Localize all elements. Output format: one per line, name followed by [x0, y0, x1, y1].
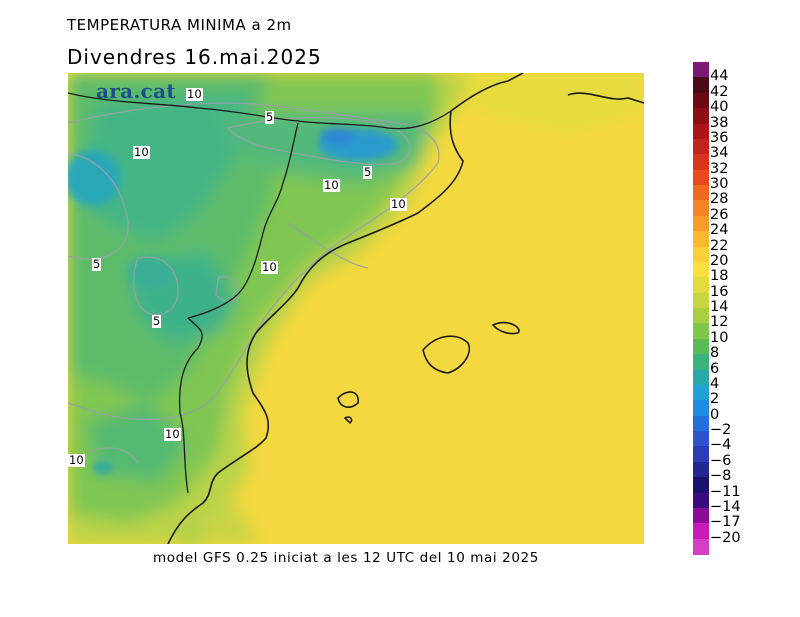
contour-label: 5 — [265, 110, 275, 124]
colorbar-segment — [693, 277, 709, 294]
colorbar-label: 24 — [710, 222, 729, 239]
colorbar-segment — [693, 62, 709, 78]
colorbar-label: 6 — [710, 360, 720, 377]
colorbar-segment — [693, 123, 709, 140]
colorbar-label: 10 — [710, 329, 729, 346]
colorbar-segment — [693, 92, 709, 109]
colorbar-label: −20 — [710, 529, 741, 546]
colorbar-segment — [693, 384, 709, 401]
colorbar-segment — [693, 446, 709, 463]
colorbar-label: −11 — [710, 483, 741, 500]
colorbar-label: −17 — [710, 514, 741, 531]
contour-label: 10 — [186, 87, 203, 101]
colorbar-segment — [693, 185, 709, 201]
colorbar-label: −4 — [710, 437, 732, 454]
colorbar-label: 26 — [710, 206, 729, 223]
colorbar-label: −2 — [710, 422, 732, 438]
temperature-map: ara.cat 10 5 10 5 10 10 5 10 5 10 10 — [68, 73, 644, 544]
contour-label: 10 — [68, 453, 85, 467]
colorbar-segment — [693, 431, 709, 447]
colorbar-segment — [693, 215, 709, 232]
colorbar-segment — [693, 308, 709, 324]
colorbar-segment — [693, 292, 709, 309]
arac-cat-logo: ara.cat — [96, 79, 176, 103]
colorbar-label: −8 — [710, 468, 732, 485]
colorbar-segment — [693, 246, 709, 263]
colorbar-segment — [693, 492, 709, 509]
colorbar-label: 14 — [710, 299, 729, 315]
colorbar-label: 44 — [710, 68, 729, 85]
colorbar-segment — [693, 354, 709, 371]
cold-spots — [68, 128, 398, 474]
colorbar-label: 20 — [710, 252, 729, 269]
colorbar-segment — [693, 169, 709, 186]
colorbar-segment — [693, 369, 709, 386]
colorbar-label: 36 — [710, 129, 729, 146]
colorbar-segment — [693, 400, 709, 417]
coastline — [167, 73, 644, 544]
colorbar-segment — [693, 507, 709, 524]
colorbar-segment — [693, 154, 709, 171]
contour-label: 10 — [323, 178, 340, 192]
colorbar-label: 34 — [710, 145, 729, 162]
borders — [68, 92, 452, 494]
colorbar-label: 28 — [710, 191, 729, 208]
colorbar-label: −14 — [710, 498, 741, 515]
colorbar-segment — [693, 338, 709, 355]
colorbar-segment — [693, 77, 709, 94]
chart-date: Divendres 16.mai.2025 — [67, 45, 322, 69]
colorbar-segment — [693, 538, 709, 555]
isotherms — [68, 102, 440, 464]
contour-label: 5 — [152, 314, 162, 328]
contour-label: 10 — [164, 427, 181, 441]
colorbar-label: 2 — [710, 391, 720, 408]
contour-label: 10 — [390, 197, 407, 211]
colorbar-label: 42 — [710, 83, 729, 100]
colorbar-label: 18 — [710, 268, 729, 285]
colorbar-label: 16 — [710, 283, 729, 300]
colorbar-label: 8 — [710, 345, 720, 362]
colorbar-segment — [693, 231, 709, 248]
colorbar-segment — [693, 138, 709, 155]
colorbar-segment — [693, 523, 709, 540]
colorbar-segment — [693, 200, 709, 217]
model-run-footer: model GFS 0.25 iniciat a les 12 UTC del … — [153, 550, 539, 566]
colorbar — [693, 62, 709, 555]
colorbar-label: 0 — [710, 406, 720, 423]
colorbar-label: 4 — [710, 375, 720, 392]
colorbar-label: 32 — [710, 160, 729, 177]
contour-label: 10 — [133, 145, 150, 159]
colorbar-segment — [693, 261, 709, 278]
colorbar-label: 40 — [710, 99, 729, 116]
map-canvas — [68, 73, 644, 544]
colorbar-label: −6 — [710, 452, 732, 469]
colorbar-label: 22 — [710, 237, 729, 254]
colorbar-segment — [693, 415, 709, 432]
colorbar-label: 38 — [710, 114, 729, 131]
chart-title: TEMPERATURA MINIMA a 2m — [67, 16, 292, 34]
colorbar-segment — [693, 108, 709, 125]
colorbar-segment — [693, 461, 709, 478]
colorbar-label: 12 — [710, 314, 729, 331]
contour-label: 5 — [92, 257, 102, 271]
colorbar-label: 30 — [710, 176, 729, 192]
contour-label: 5 — [363, 165, 373, 179]
colorbar-segment — [693, 323, 709, 340]
colorbar-segment — [693, 477, 709, 494]
contour-label: 10 — [261, 260, 278, 274]
